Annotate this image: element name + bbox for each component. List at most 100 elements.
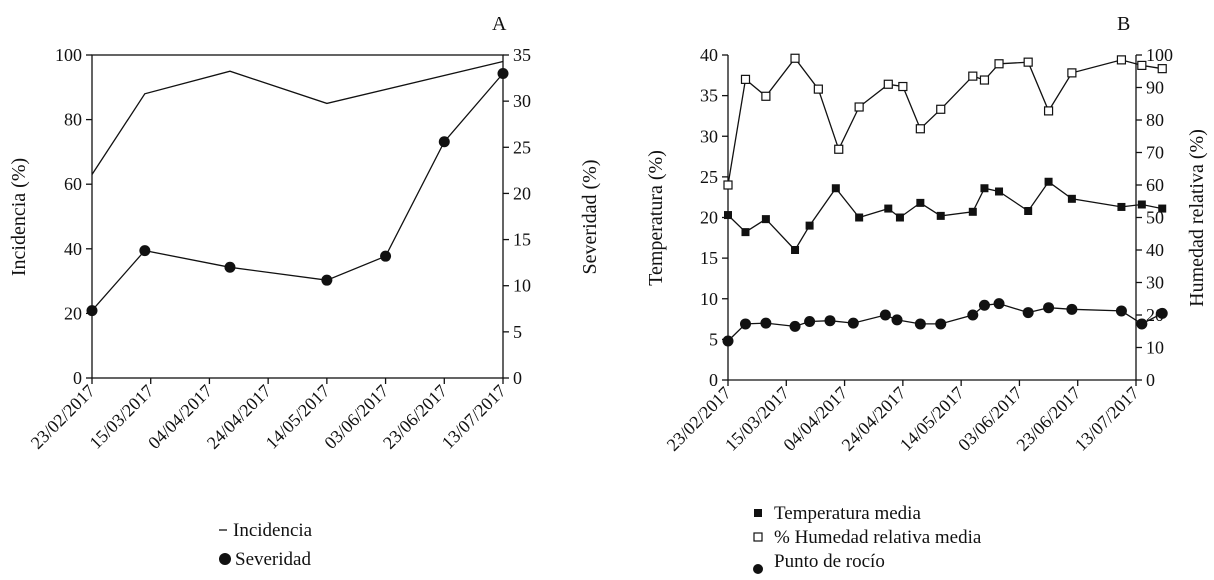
right-y-tick-label: 10 [1146,338,1164,358]
panel-a-series [86,60,509,317]
right-y-tick-label: 40 [1146,240,1164,260]
point-humedad-relativa-media [813,84,823,94]
point-temperatura-media [980,184,989,193]
legend-punto-rocio-swatch [753,564,763,574]
left-y-tick-label: 30 [700,126,718,146]
point-temperatura-media [1044,177,1053,186]
point-temperatura-media [895,213,904,222]
point-severidad [224,261,236,273]
legend-humedad-swatch [753,532,763,542]
point-humedad-relativa-media [1067,68,1077,78]
left-y-tick-label: 0 [709,370,718,390]
legend-temperatura-swatch [754,509,762,517]
series-line-temperatura-media [727,180,1163,252]
point-severidad [438,136,450,148]
point-punto-de-roc-o [722,335,734,347]
left-y-tick-label: 20 [700,208,718,228]
point-temperatura-media [916,198,925,207]
point-humedad-relativa-media [994,59,1004,69]
point-temperatura-media [1137,200,1146,209]
point-humedad-relativa-media [740,74,751,84]
right-y-tick-label: 0 [513,368,522,388]
point-temperatura-media [1024,207,1033,215]
point-humedad-relativa-media [790,53,800,63]
point-punto-de-roc-o [739,318,751,330]
point-temperatura-media [761,215,770,224]
point-severidad [139,245,151,257]
point-temperatura-media [1117,202,1126,211]
point-punto-de-roc-o [804,316,816,327]
point-severidad [86,305,98,317]
right-y-tick-label: 90 [1146,78,1164,98]
point-punto-de-roc-o [935,318,947,330]
point-humedad-relativa-media [1157,64,1167,74]
point-humedad-relativa-media [723,180,733,190]
point-punto-de-roc-o [1156,307,1168,319]
panel-a-ylabel: Incidencia (%) [8,158,30,276]
point-temperatura-media [995,187,1004,196]
point-humedad-relativa-media [883,79,893,89]
left-y-tick-label: 40 [700,45,718,65]
point-punto-de-roc-o [1022,307,1034,319]
point-severidad [321,274,333,286]
point-temperatura-media [968,207,977,216]
x-tick-label: 13/07/2017 [438,381,510,453]
left-y-tick-label: 25 [700,167,718,187]
series-line-severidad [91,73,504,312]
panel-a-ylabel-right: Severidad (%) [579,160,601,275]
point-punto-de-roc-o [760,317,772,329]
panel-b-ylabel: Temperatura (%) [645,150,667,286]
left-y-tick-label: 35 [700,86,718,106]
panel-a-right-tick-labels: 0 5 10 15 20 25 30 35 [513,45,531,388]
point-temperatura-media [791,246,800,254]
point-punto-de-roc-o [1066,303,1078,315]
point-humedad-relativa-media [915,124,925,134]
point-temperatura-media [805,221,814,230]
point-punto-de-roc-o [891,314,903,326]
left-y-tick-label: 80 [64,110,82,130]
point-humedad-relativa-media [1043,106,1054,116]
panel-b-left-tick-labels: 0 5 10 15 20 25 30 35 40 [700,45,718,390]
left-y-tick-label: 100 [55,45,82,65]
left-y-tick-label: 5 [709,329,718,349]
right-y-tick-label: 5 [513,322,522,342]
right-y-tick-label: 70 [1146,143,1164,163]
point-punto-de-roc-o [789,320,801,332]
point-humedad-relativa-media [854,102,864,112]
left-y-tick-label: 20 [64,303,82,323]
point-temperatura-media [1067,194,1076,203]
right-y-tick-label: 80 [1146,110,1164,130]
panel-a-legend: Incidencia Severidad [219,520,313,570]
point-severidad [380,250,392,262]
right-y-tick-label: 25 [513,137,531,157]
point-humedad-relativa-media [968,71,978,81]
point-temperatura-media [884,204,893,213]
point-severidad [497,67,509,79]
right-y-tick-label: 0 [1146,370,1155,390]
point-punto-de-roc-o [847,317,859,329]
panel-b-ticks [722,54,1142,386]
point-temperatura-media [1158,204,1167,213]
point-humedad-relativa-media [1023,57,1033,67]
panel-a-x-tick-labels: 23/02/201715/03/201704/04/201724/04/2017… [27,381,510,453]
left-y-tick-label: 40 [64,239,82,259]
point-temperatura-media [741,228,750,237]
panel-b-series [722,53,1168,347]
legend-severidad-circle-swatch [219,553,231,565]
legend-punto-rocio-label: Punto de rocío [774,551,885,572]
legend-incidencia-label: Incidencia [233,520,313,541]
series-line-incidencia [91,60,504,175]
panel-b-x-tick-labels: 23/02/201715/03/201704/04/201724/04/2017… [663,383,1143,455]
left-y-tick-label: 15 [700,248,718,268]
point-temperatura-media [831,184,840,193]
right-y-tick-label: 30 [513,91,531,111]
legend-severidad-label: Severidad [235,549,311,570]
point-humedad-relativa-media [898,81,908,92]
point-temperatura-media [724,211,732,220]
left-y-tick-label: 60 [64,174,82,194]
right-y-tick-label: 35 [513,45,531,65]
panel-a-ticks [86,54,509,384]
point-humedad-relativa-media [1137,60,1147,71]
